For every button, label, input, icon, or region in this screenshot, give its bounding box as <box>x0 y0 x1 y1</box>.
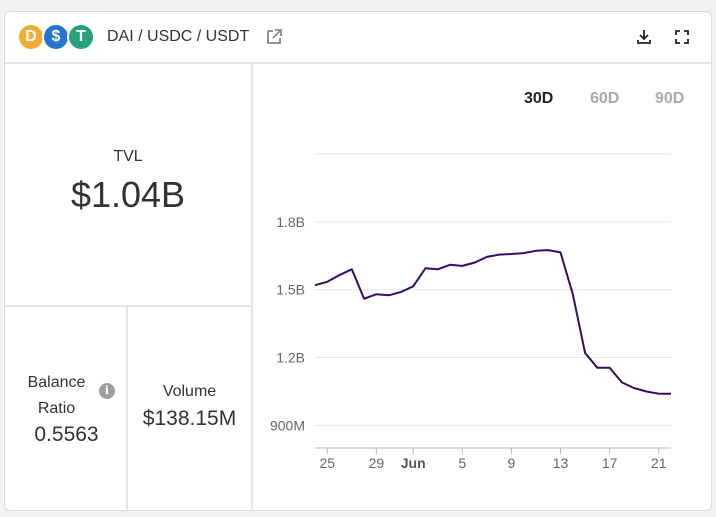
balance-ratio-label: Balance Ratio <box>27 374 86 417</box>
y-tick-label: 1.8B <box>276 214 305 230</box>
tvl-label: TVL <box>113 148 143 165</box>
volume-label: Volume <box>162 383 217 400</box>
y-tick-label: 900M <box>270 417 305 433</box>
range-30d-button[interactable]: 30D <box>524 90 554 107</box>
volume-stat: Volume $138.15M <box>128 307 251 510</box>
tvl-stat: TVL $1.04B <box>5 64 251 307</box>
x-tick-label: 9 <box>508 455 516 471</box>
pool-pair-title[interactable]: DAI / USDC / USDT <box>107 28 250 45</box>
usdt-token-icon: T <box>67 23 95 51</box>
external-link-icon[interactable] <box>265 28 283 46</box>
stats-panel: TVL $1.04B Balance Ratio i 0.5563 Volume… <box>5 64 253 510</box>
balance-ratio-value: 0.5563 <box>34 423 99 446</box>
range-60d-button[interactable]: 60D <box>590 90 620 107</box>
x-tick-label: 5 <box>458 455 466 471</box>
x-tick-label: 17 <box>602 455 618 471</box>
y-tick-label: 1.5B <box>276 282 305 298</box>
x-tick-label: 13 <box>553 455 569 471</box>
balance-ratio-stat: Balance Ratio i 0.5563 <box>5 307 128 510</box>
range-90d-button[interactable]: 90D <box>655 90 685 107</box>
tvl-line-chart: 900M 1.2B 1.5B 1.8B 25 29 Jun 5 9 13 17 21 <box>270 153 671 471</box>
tvl-value: $1.04B <box>70 174 186 215</box>
fullscreen-icon[interactable] <box>673 28 691 46</box>
info-icon[interactable]: i <box>99 383 115 399</box>
x-tick-label: 25 <box>319 455 335 471</box>
x-tick-label: Jun <box>401 455 426 471</box>
x-tick-label: 29 <box>369 455 385 471</box>
tvl-series-line <box>314 249 671 395</box>
y-tick-label: 1.2B <box>276 350 305 366</box>
usdc-token-icon: $ <box>42 23 70 51</box>
card-header: D $ T DAI / USDC / USDT <box>5 12 711 64</box>
download-icon[interactable] <box>635 28 653 46</box>
pool-card: D $ T DAI / USDC / USDT TVL $1.04B Balan… <box>4 11 712 511</box>
x-tick-label: 21 <box>651 455 667 471</box>
chart-panel: 30D 60D 90D 900M 1.2B 1.5B 1.8B 25 29 Jun 5 9 13 1… <box>253 64 711 510</box>
dai-token-icon: D <box>17 23 45 51</box>
volume-value: $138.15M <box>142 407 237 430</box>
